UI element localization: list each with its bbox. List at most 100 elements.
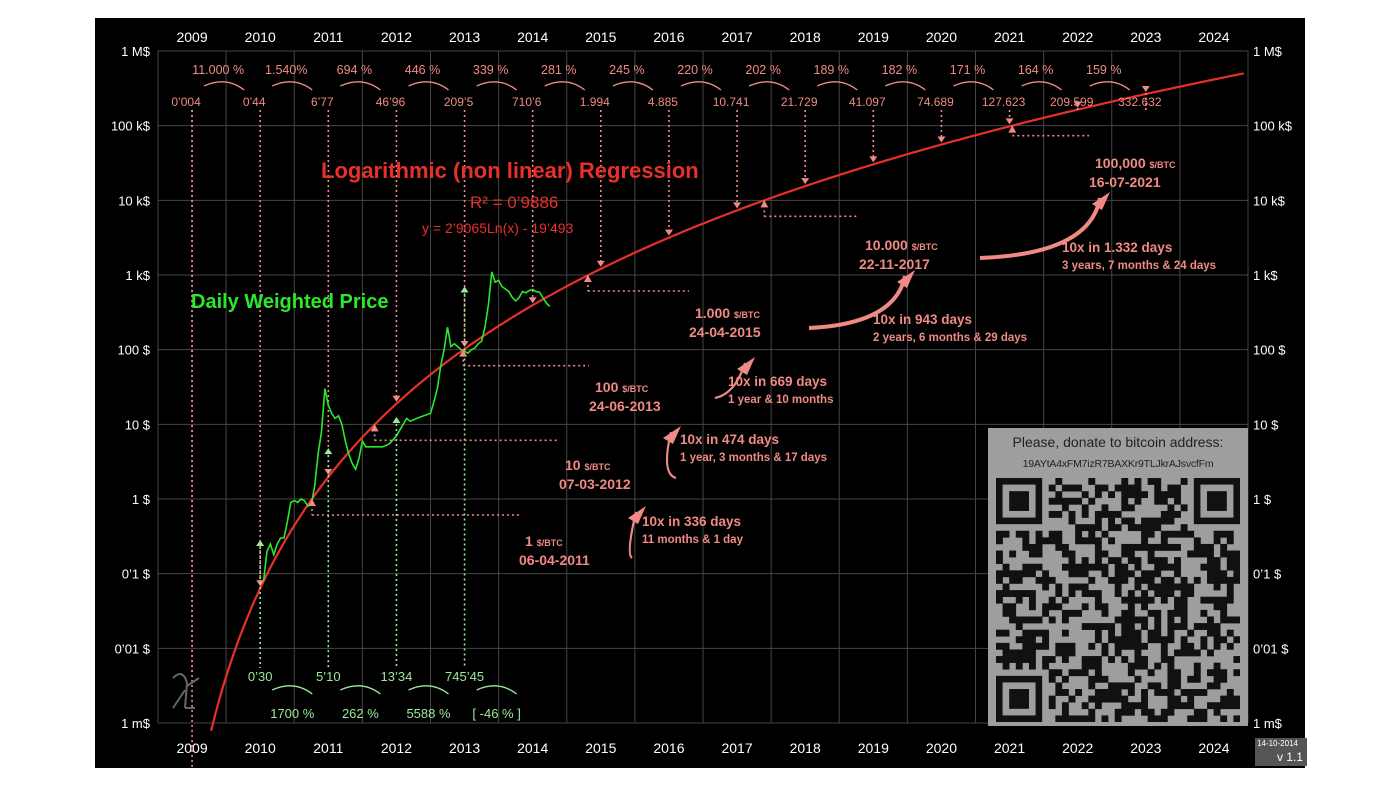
version-date: 14-10-2014 (1257, 739, 1298, 748)
x-tick-label-bottom: 2009 (176, 740, 207, 756)
x-tick-label-top: 2020 (926, 29, 957, 45)
x-tick-label-bottom: 2014 (517, 740, 548, 756)
price-series-line (262, 271, 551, 581)
actual-growth-label: 262 % (342, 706, 379, 721)
milestone-gap-detail: 1 year, 3 months & 17 days (680, 452, 827, 464)
x-tick-label-bottom: 2018 (790, 740, 821, 756)
predicted-growth-label: 694 % (337, 63, 372, 77)
predicted-growth-label: 159 % (1086, 63, 1121, 77)
predicted-arrow-icon (392, 395, 401, 402)
milestone-price-label: 10.000 $/BTC (865, 237, 938, 253)
growth-arc-icon (340, 81, 381, 91)
milestone-gap-arrowhead-icon (628, 506, 646, 524)
growth-arc-icon (271, 81, 313, 91)
y-tick-label-right: 1 $ (1253, 492, 1272, 507)
x-tick-label-bottom: 2023 (1130, 740, 1161, 756)
growth-arc-icon (476, 81, 518, 91)
chart-title: Logarithmic (non linear) Regression (321, 158, 699, 183)
predicted-growth-label: 182 % (882, 63, 917, 77)
predicted-growth-label: 220 % (677, 63, 712, 77)
milestone-date-label: 16-07-2021 (1089, 174, 1161, 190)
predicted-value-label: 1.994 (580, 95, 610, 109)
milestone-gap-label: 10x in 1.332 days (1062, 240, 1172, 255)
actual-arrow-icon (324, 448, 333, 455)
x-tick-label-bottom: 2020 (926, 740, 957, 756)
predicted-growth-label: 164 % (1018, 63, 1053, 77)
y-tick-label-right: 100 k$ (1253, 119, 1293, 134)
milestone-price-label: 1 $/BTC (525, 533, 563, 549)
x-tick-label-top: 2024 (1198, 29, 1229, 45)
growth-arc-icon (612, 81, 654, 91)
x-tick-label-bottom: 2017 (721, 740, 752, 756)
predicted-value-label: 41.097 (849, 95, 886, 109)
milestone-marker-icon (459, 349, 468, 357)
milestone-gap-detail: 2 years, 6 months & 29 days (873, 332, 1027, 344)
milestone-gap-arrowhead-icon (737, 357, 755, 375)
actual-value-label: 0’30 (248, 669, 273, 684)
milestone-gap-label: 10x in 474 days (680, 432, 779, 447)
x-tick-label-top: 2009 (176, 29, 207, 45)
predicted-growth-label: 339 % (473, 63, 508, 77)
predicted-arrow-icon (596, 260, 605, 267)
donate-panel: Please, donate to bitcoin address: 19AYt… (988, 428, 1248, 726)
growth-arc-icon (885, 81, 926, 91)
actual-arrow-icon (460, 286, 469, 293)
x-tick-label-bottom: 2022 (1062, 740, 1093, 756)
predicted-arrow-icon (801, 178, 810, 185)
predicted-value-label: 209’5 (444, 95, 474, 109)
x-tick-label-bottom: 2012 (381, 740, 412, 756)
x-tick-label-bottom: 2021 (994, 740, 1025, 756)
x-tick-label-bottom: 2019 (858, 740, 889, 756)
growth-arc-icon (544, 81, 586, 91)
milestone-date-label: 22-11-2017 (859, 256, 930, 272)
milestone-price-label: 10 $/BTC (565, 457, 611, 473)
milestone-gap-arrowhead-icon (663, 426, 681, 444)
actual-value-label: 5’10 (316, 669, 341, 684)
predicted-arrow-icon (1005, 118, 1014, 125)
milestone-marker-icon (307, 499, 316, 506)
x-tick-label-top: 2017 (721, 29, 752, 45)
regression-curve (210, 72, 1245, 732)
y-tick-label-left: 1 k$ (125, 268, 150, 283)
actual-growth-label: [ -46 % ] (472, 706, 520, 721)
series-label-daily-weighted-price: Daily Weighted Price (191, 291, 388, 313)
milestone-price-label: 1.000 $/BTC (695, 305, 760, 321)
x-tick-label-top: 2015 (585, 29, 616, 45)
actual-arrow-icon (256, 540, 265, 547)
author-logo-icon (172, 673, 200, 709)
x-tick-label-top: 2023 (1130, 29, 1161, 45)
actual-growth-label: 5588 % (406, 706, 451, 721)
actual-growth-arc-icon (408, 685, 449, 695)
x-tick-label-top: 2011 (313, 29, 343, 45)
growth-arc-icon (1021, 81, 1063, 91)
milestone-date-label: 24-04-2015 (689, 324, 761, 340)
y-tick-label-left: 0’01 $ (115, 641, 151, 656)
x-tick-label-top: 2022 (1062, 29, 1093, 45)
x-tick-label-top: 2021 (994, 29, 1025, 45)
predicted-growth-label: 1.540% (265, 63, 307, 77)
predicted-value-label: 710’6 (512, 95, 542, 109)
x-tick-label-top: 2019 (858, 29, 889, 45)
growth-arc-icon (1089, 81, 1131, 91)
r-squared-label: R² = 0’9886 (470, 193, 558, 212)
milestone-gap-arrowhead-icon (1092, 192, 1110, 210)
y-tick-label-right: 10 $ (1253, 417, 1279, 432)
predicted-value-label: 332.632 (1118, 95, 1162, 109)
qr-code-icon (996, 478, 1240, 722)
y-tick-label-left: 0’1 $ (122, 567, 151, 582)
actual-value-label: 745’45 (445, 669, 484, 684)
y-tick-label-left: 10 k$ (118, 193, 151, 208)
predicted-arrow-icon (528, 297, 537, 304)
predicted-value-label: 0’44 (243, 95, 266, 109)
milestone-gap-detail: 3 years, 7 months & 24 days (1062, 260, 1216, 272)
donate-title: Please, donate to bitcoin address: (1012, 434, 1224, 450)
x-tick-label-bottom: 2011 (313, 740, 343, 756)
milestone-gap-label: 10x in 669 days (728, 374, 827, 389)
y-tick-label-right: 0’1 $ (1253, 567, 1282, 582)
predicted-arrow-icon (733, 202, 742, 209)
milestone-gap-label: 10x in 943 days (873, 312, 972, 327)
predicted-value-label: 46’96 (376, 95, 406, 109)
actual-growth-arc-icon (476, 685, 518, 695)
predicted-value-label: 6’77 (311, 95, 334, 109)
predicted-arrow-icon (1141, 86, 1150, 93)
